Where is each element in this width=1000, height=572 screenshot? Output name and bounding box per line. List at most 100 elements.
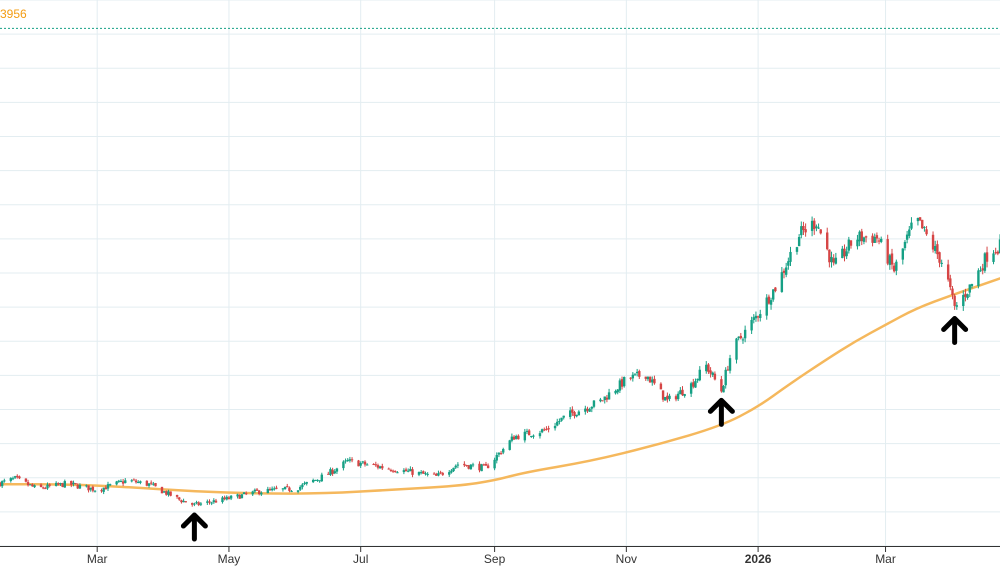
candle-up — [199, 503, 203, 505]
candle-down — [782, 270, 786, 273]
candle-down — [31, 484, 34, 487]
candle-down — [949, 278, 952, 288]
candle-down — [441, 473, 444, 475]
candle-up — [344, 460, 347, 462]
candle-down — [191, 503, 194, 505]
candle-down — [478, 463, 481, 471]
candle-down — [145, 480, 149, 486]
candle-up — [664, 396, 667, 401]
x-tick-label: 2026 — [745, 552, 772, 566]
markers — [180, 315, 969, 542]
candle-up — [346, 460, 349, 462]
candle-up — [378, 466, 382, 469]
candle-down — [512, 436, 516, 440]
candle-up — [452, 467, 455, 472]
candle-down — [620, 379, 624, 387]
candle-up — [242, 492, 246, 495]
candle-up — [63, 481, 66, 488]
candle-up — [858, 231, 861, 242]
candle-down — [877, 240, 881, 242]
candle-up — [456, 464, 460, 466]
candle-down — [61, 483, 64, 488]
candle-down — [175, 495, 179, 497]
candle-down — [756, 316, 760, 318]
candle-up — [983, 253, 987, 271]
candle-up — [633, 373, 637, 375]
candle-up — [469, 464, 473, 470]
candle-up — [618, 380, 622, 391]
x-tick-label: Mar — [875, 552, 896, 566]
candle-up — [108, 484, 112, 486]
candle-up — [33, 485, 36, 488]
candle-up — [540, 429, 544, 433]
candle-down — [486, 465, 490, 469]
candle-down — [39, 484, 43, 487]
candle-up — [225, 496, 228, 500]
candle-up — [873, 236, 876, 243]
candle-down — [964, 293, 967, 297]
candle-down — [931, 234, 935, 250]
candle-down — [24, 478, 28, 482]
candle-down — [70, 480, 73, 485]
candle-down — [275, 487, 278, 489]
candle-up — [0, 481, 4, 487]
candle-down — [48, 484, 51, 486]
candle-down — [692, 382, 695, 387]
candle-down — [0, 482, 2, 487]
candle-up — [502, 449, 505, 453]
candle-down — [227, 497, 231, 500]
candle-down — [886, 239, 889, 264]
candle-up — [856, 239, 859, 247]
candle-up — [724, 369, 727, 386]
candle-down — [76, 484, 79, 489]
candle-up — [266, 488, 270, 494]
candle-down — [180, 500, 183, 503]
candle-up — [903, 241, 907, 249]
candle-up — [311, 479, 315, 483]
candle-up — [229, 495, 233, 499]
candle-down — [482, 464, 486, 466]
candle-up — [841, 248, 844, 259]
candle-down — [871, 235, 874, 243]
x-tick-label: Jul — [353, 552, 368, 566]
candle-up — [787, 261, 790, 266]
candle-down — [214, 500, 218, 503]
candle-up — [817, 227, 820, 229]
candle-up — [910, 222, 913, 229]
candle-up — [13, 476, 17, 478]
moving-average-line — [0, 277, 1000, 495]
candle-down — [666, 395, 669, 400]
candle-up — [750, 320, 753, 331]
candle-down — [16, 475, 19, 478]
candle-down — [936, 244, 939, 255]
candle-up — [992, 253, 995, 262]
candle-up — [789, 251, 792, 262]
candle-up — [862, 237, 866, 242]
candle-up — [314, 479, 317, 481]
candle-down — [411, 469, 414, 475]
candle-up — [251, 491, 254, 495]
candle-up — [698, 369, 701, 381]
candle-up — [955, 305, 959, 307]
candle-down — [601, 400, 604, 402]
candle-up — [221, 497, 224, 503]
candle-down — [100, 490, 103, 492]
candle-up — [560, 417, 563, 421]
candle-down — [648, 376, 652, 383]
candle-up — [419, 472, 423, 474]
candle-down — [467, 465, 470, 469]
candle-up — [696, 378, 699, 381]
candle-down — [463, 463, 466, 466]
candle-down — [432, 473, 436, 475]
candle-down — [208, 501, 211, 503]
candle-up — [318, 480, 321, 482]
candle-up — [448, 472, 451, 475]
candle-down — [257, 490, 261, 495]
candle-up — [977, 270, 980, 287]
candle-down — [946, 264, 950, 280]
candle-up — [651, 379, 654, 383]
candle-up — [668, 395, 671, 399]
x-tick-label: Sep — [484, 552, 506, 566]
candle-up — [694, 381, 697, 388]
